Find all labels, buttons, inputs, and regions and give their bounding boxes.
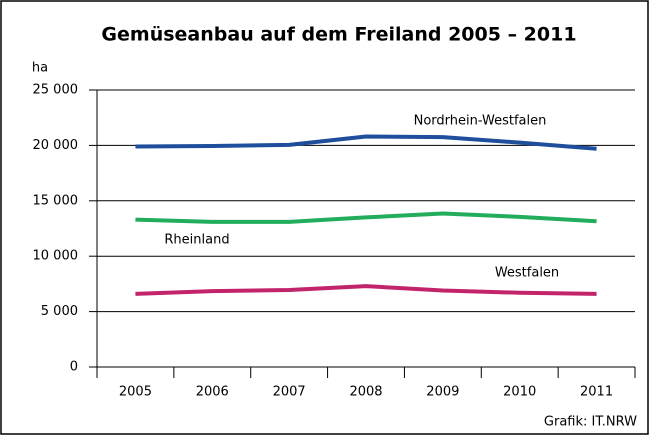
- series-line: [135, 211, 597, 224]
- x-tick-label: 2005: [119, 385, 152, 400]
- x-tick-label: 2011: [580, 385, 613, 400]
- chart-title: Gemüseanbau auf dem Freiland 2005 – 2011: [101, 24, 576, 46]
- x-tick-label: 2008: [349, 385, 382, 400]
- series-line: [135, 284, 597, 296]
- y-tick-label: 10 000: [33, 249, 79, 264]
- y-axis-label: ha: [32, 61, 48, 76]
- y-tick-label: 5 000: [41, 304, 78, 319]
- x-tick-label: 2007: [273, 385, 306, 400]
- source: Grafik: IT.NRW: [544, 415, 637, 430]
- y-tick-label: 15 000: [33, 193, 79, 208]
- y-tick-label: 25 000: [33, 83, 79, 98]
- x-tick-label: 2009: [426, 385, 459, 400]
- y-tick-label: 20 000: [33, 138, 79, 153]
- x-tick-label: 2010: [503, 385, 536, 400]
- x-tick-label: 2006: [196, 385, 229, 400]
- series-label: Nordrhein-Westfalen: [414, 114, 547, 129]
- series-line: [135, 134, 597, 151]
- series-label: Westfalen: [495, 266, 559, 281]
- y-tick-label: 0: [70, 360, 78, 375]
- series-label: Rheinland: [164, 233, 229, 248]
